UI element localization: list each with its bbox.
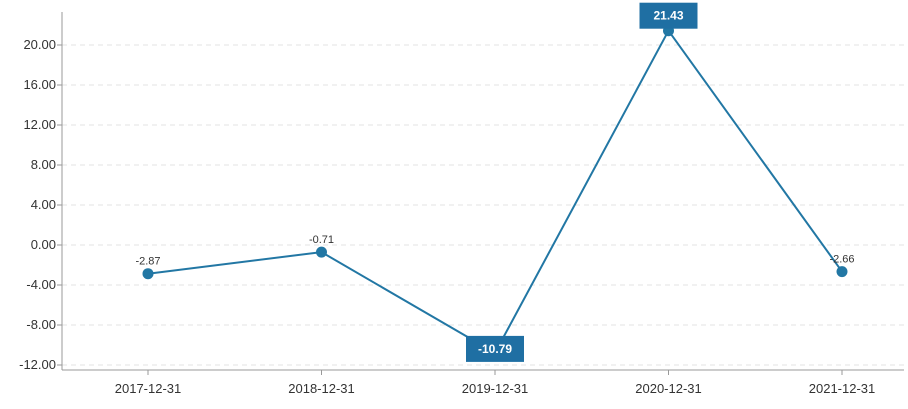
y-tick-label: -4.00 [26, 277, 56, 292]
x-tick-label: 2020-12-31 [635, 381, 702, 396]
series-line-group [147, 29, 843, 354]
data-points [142, 25, 848, 359]
min-value-badge [466, 335, 524, 362]
y-tick-label: 8.00 [31, 157, 56, 172]
series-line [147, 29, 843, 354]
max-value-label: 21.43 [653, 9, 683, 23]
data-point[interactable] [316, 246, 327, 258]
x-tick-label: 2019-12-31 [462, 381, 529, 396]
x-tick-label: 2018-12-31 [288, 381, 355, 396]
y-tick-label: 16.00 [23, 77, 56, 92]
x-axis-ticks: 2017-12-31 2018-12-31 2019-12-31 2020-12-31… [115, 370, 876, 396]
y-tick-label: 20.00 [23, 37, 56, 52]
axes [61, 12, 904, 371]
min-value-label: -10.79 [478, 342, 512, 356]
y-tick-label: -12.00 [19, 357, 56, 372]
y-tick-label: -8.00 [26, 317, 56, 332]
x-tick-label: 2021-12-31 [809, 381, 876, 396]
grid-lines [62, 44, 904, 366]
y-tick-label: 4.00 [31, 197, 56, 212]
data-label: -2.66 [829, 254, 854, 266]
data-labels: -2.87 -0.71 -10.79 21.43 -2.66 [135, 2, 855, 362]
y-tick-label: 0.00 [31, 237, 56, 252]
y-tick-label: 12.00 [23, 117, 56, 132]
y-axis-ticks: 20.00 16.00 12.00 8.00 4.00 0.00 -4.00 -8.00 -12… [19, 37, 62, 372]
x-tick-label: 2017-12-31 [115, 381, 182, 396]
data-point[interactable] [142, 268, 154, 280]
data-label: -0.71 [309, 234, 334, 246]
max-value-badge [639, 2, 698, 29]
data-point[interactable] [836, 266, 848, 278]
data-label: -2.87 [135, 256, 160, 268]
